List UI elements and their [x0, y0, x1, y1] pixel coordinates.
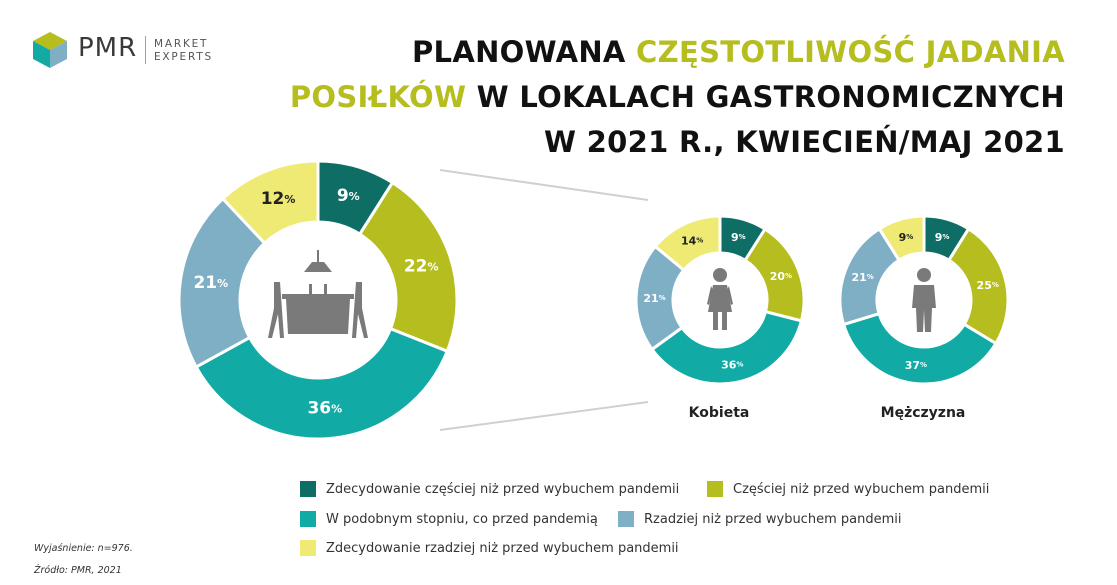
woman-icon [707, 268, 733, 330]
donut-1-label-1: 9% [337, 186, 360, 206]
donut-3-segment-3 [841, 311, 998, 386]
donut-1-segment-4 [177, 196, 267, 370]
donut-1-segment-5 [220, 159, 320, 246]
donut-3-label-3: 37% [905, 358, 927, 371]
donut-1-label-3: 36% [307, 398, 342, 418]
donut-chart-3: 9% 25% 37% 21% 9% [838, 214, 1010, 386]
donut-2-label-1: 9% [731, 231, 746, 244]
donut-3-label-4: 21% [851, 271, 873, 284]
chart-title: PLANOWANA CZĘSTOTLIWOŚĆ JADANIA POSIŁKÓW… [290, 30, 1065, 165]
donut-3-label-5: 9% [899, 231, 914, 244]
connector-line-top [439, 169, 649, 201]
sample-note: Wyjaśnienie: n=976. [34, 543, 133, 554]
legend-item-3: W podobnym stopniu, co przed pandemią [300, 510, 598, 528]
legend-item-1: Zdecydowanie częściej niż przed wybuchem… [300, 480, 679, 498]
donut-chart-2: 9% 20% 36% 21% 14% [634, 214, 806, 386]
legend-swatch-4 [618, 511, 634, 527]
donut-3-label-2: 25% [977, 278, 999, 291]
donut-2-label-4: 21% [643, 291, 665, 304]
title-line-2-highlight: POSIŁKÓW [289, 80, 467, 114]
legend-swatch-2 [707, 481, 723, 497]
donut-label-kobieta: Kobieta [688, 405, 750, 421]
title-line-2-part-b: W LOKALACH GASTRONOMICZNYCH [466, 80, 1065, 114]
donut-label-mezczyzna: Mężczyzna [880, 405, 966, 421]
title-line-1: PLANOWANA CZĘSTOTLIWOŚĆ JADANIA [290, 30, 1065, 75]
legend-label-2: Częściej niż przed wybuchem pandemii [733, 481, 990, 497]
pmr-cube-icon [33, 32, 67, 68]
donut-2-segment-5 [653, 214, 722, 273]
donut-2-label-3: 36% [721, 358, 743, 371]
title-line-3: W 2021 R., KWIECIEŃ/MAJ 2021 [544, 125, 1065, 159]
logo-tagline-1: MARKET [154, 38, 209, 50]
man-icon [912, 268, 936, 332]
legend-swatch-1 [300, 481, 316, 497]
donut-1-label-4: 21% [193, 273, 228, 293]
logo-divider [145, 36, 146, 64]
legend-label-4: Rzadziej niż przed wybuchem pandemii [644, 511, 902, 527]
donut-1-label-5: 12% [261, 189, 296, 209]
legend-swatch-3 [300, 511, 316, 527]
legend-label-5: Zdecydowanie rzadziej niż przed wybuchem… [326, 540, 679, 556]
donut-2-segment-3 [649, 309, 804, 386]
title-line-1-highlight: CZĘSTOTLIWOŚĆ JADANIA [636, 35, 1065, 69]
connector-line-bottom [439, 401, 649, 431]
logo-tagline-2: EXPERTS [154, 51, 214, 63]
donut-chart-1: 9% 22% 36% 21% 12% [177, 159, 459, 441]
donut-1-label-2: 22% [404, 256, 439, 276]
source-note: Źródło: PMR, 2021 [34, 565, 122, 576]
donut-3-segment-5 [877, 214, 926, 263]
legend-label-1: Zdecydowanie częściej niż przed wybuchem… [326, 481, 680, 497]
donut-1-segment-2 [357, 180, 459, 354]
title-line-2: POSIŁKÓW W LOKALACH GASTRONOMICZNYCH [290, 75, 1065, 120]
restaurant-table-icon [268, 250, 368, 338]
donut-2-label-2: 20% [770, 269, 792, 282]
legend-swatch-5 [300, 540, 316, 556]
legend-item-5: Zdecydowanie rzadziej niż przed wybuchem… [300, 539, 679, 557]
legend-item-4: Rzadziej niż przed wybuchem pandemii [618, 510, 901, 528]
legend-label-3: W podobnym stopniu, co przed pandemią [326, 511, 598, 527]
logo-wordmark: PMR [78, 33, 138, 63]
legend-item-2: Częściej niż przed wybuchem pandemii [707, 480, 989, 498]
title-line-1-part-a: PLANOWANA [412, 35, 637, 69]
donut-1-segment-3 [194, 326, 450, 441]
donut-3-label-1: 9% [935, 231, 950, 244]
pmr-logo: PMR MARKET EXPERTS [30, 30, 220, 70]
donut-3-segment-2 [946, 226, 1010, 346]
donut-2-label-5: 14% [681, 234, 703, 247]
